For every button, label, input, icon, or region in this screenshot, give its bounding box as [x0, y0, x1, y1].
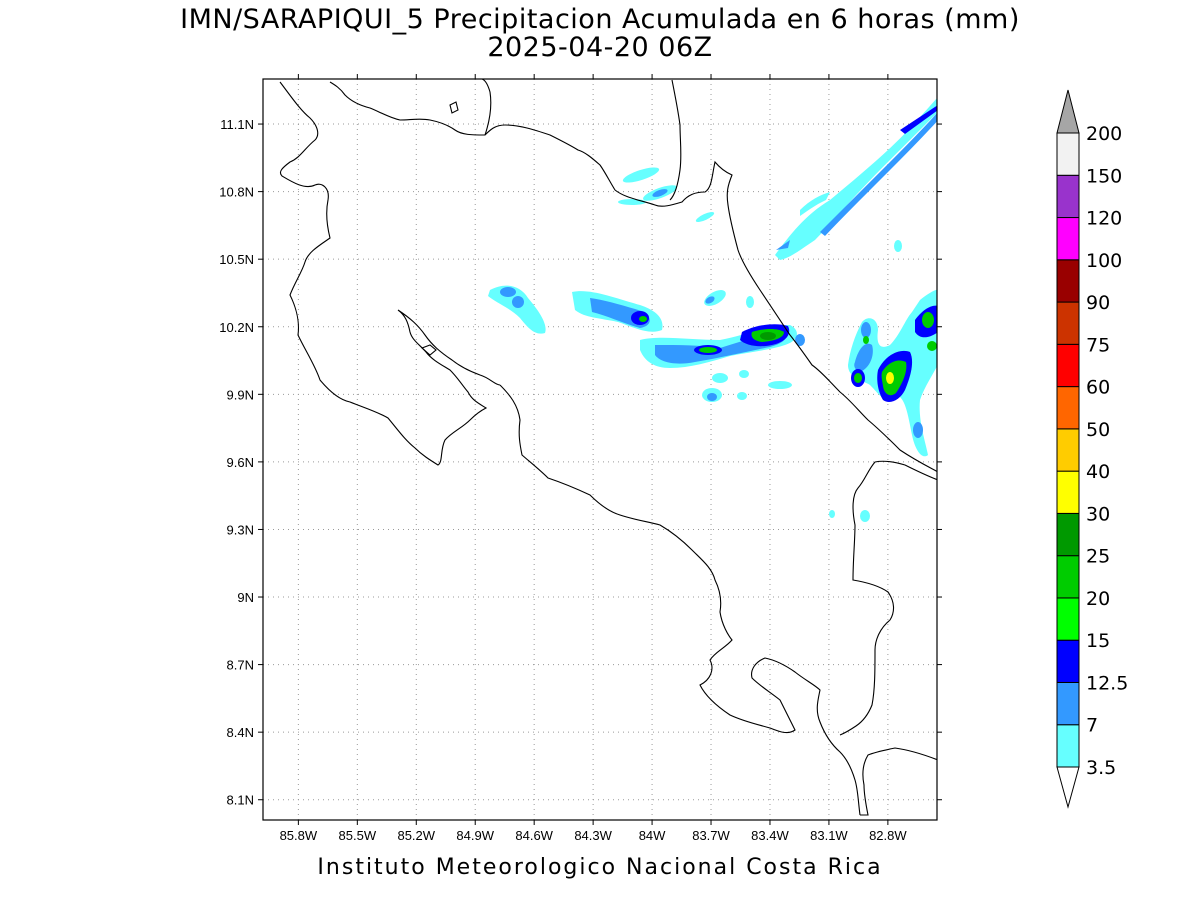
colorbar-label: 40 — [1086, 461, 1110, 483]
lat-tick-label: 9.3N — [227, 522, 254, 537]
rain-band-northeast — [775, 98, 937, 260]
colorbar-swatch — [1056, 681, 1080, 726]
colorbar-label: 50 — [1086, 419, 1110, 441]
lon-tick-label: 84.6W — [515, 828, 553, 843]
colorbar-label: 75 — [1086, 334, 1110, 356]
lat-tick-label: 8.7N — [227, 658, 254, 673]
lon-tick-label: 84W — [639, 828, 666, 843]
colorbar-label: 100 — [1086, 250, 1122, 272]
colorbar-swatch — [1056, 174, 1080, 219]
lon-tick-label: 83.7W — [692, 828, 730, 843]
colorbar-label: 60 — [1086, 377, 1110, 399]
colorbar-label: 25 — [1086, 546, 1110, 568]
colorbar-swatch — [1056, 555, 1080, 599]
colorbar-upper-arrow — [1056, 89, 1080, 134]
colorbar-swatch — [1056, 428, 1080, 472]
lat-tick-label: 10.8N — [219, 185, 254, 200]
colorbar-label: 12.5 — [1086, 672, 1128, 694]
footer-credit: Instituto Meteorologico Nacional Costa R… — [317, 855, 883, 880]
lon-tick-label: 85.5W — [339, 828, 377, 843]
colorbar-label: 90 — [1086, 292, 1110, 314]
colorbar-swatch — [1056, 386, 1080, 430]
rain-band-central — [488, 285, 805, 402]
colorbar-swatch — [1056, 259, 1080, 303]
colorbar: 3.5 7 12.5 15 20 25 30 40 50 60 75 90 100 120 150 200 — [1056, 89, 1128, 809]
rain-streaks-north — [618, 167, 902, 252]
colorbar-label: 30 — [1086, 503, 1110, 525]
lat-tick-label: 8.1N — [227, 793, 254, 808]
colorbar-swatch — [1056, 217, 1080, 261]
lat-tick-label: 11.1N — [220, 117, 254, 132]
rain-cells-east — [829, 289, 937, 522]
lat-tick-label: 10.2N — [219, 320, 254, 335]
coastlines — [279, 79, 937, 816]
colorbar-swatch — [1056, 301, 1080, 345]
colorbar-swatch — [1056, 639, 1080, 683]
colorbar-swatch — [1056, 343, 1080, 388]
colorbar-label: 15 — [1086, 630, 1110, 652]
precipitation-field — [488, 98, 937, 522]
map-title: IMN/SARAPIQUI_5 Precipitacion Acumulada … — [180, 4, 1020, 35]
lon-tick-label: 85.8W — [280, 828, 318, 843]
lat-tick-label: 10.5N — [219, 252, 254, 267]
lat-tick-label: 9.6N — [227, 455, 254, 470]
latitude-axis: 11.1N 10.8N 10.5N 10.2N 9.9N 9.6N 9.3N 9N 8.7N 8.… — [219, 117, 942, 808]
map-datetime: 2025-04-20 06Z — [487, 32, 713, 63]
lat-tick-label: 9.9N — [227, 387, 254, 402]
lon-tick-label: 82.8W — [869, 828, 907, 843]
colorbar-swatch — [1056, 724, 1080, 768]
lon-tick-label: 83.4W — [751, 828, 789, 843]
plot-frame — [262, 78, 938, 821]
colorbar-label: 120 — [1086, 208, 1122, 230]
colorbar-label: 3.5 — [1086, 757, 1116, 779]
colorbar-label: 7 — [1086, 715, 1098, 737]
lon-tick-label: 84.3W — [574, 828, 612, 843]
colorbar-swatch — [1056, 132, 1080, 176]
colorbar-label: 200 — [1086, 123, 1122, 145]
colorbar-swatch — [1056, 470, 1080, 514]
gridlines — [263, 79, 937, 820]
colorbar-swatch — [1056, 512, 1080, 557]
colorbar-lower-arrow — [1056, 766, 1080, 809]
colorbar-label: 150 — [1086, 165, 1122, 187]
colorbar-swatch — [1056, 597, 1080, 641]
lat-tick-label: 8.4N — [227, 725, 254, 740]
lon-tick-label: 83.1W — [810, 828, 848, 843]
lat-tick-label: 9N — [237, 590, 254, 605]
longitude-axis: 85.8W 85.5W 85.2W 84.9W 84.6W 84.3W 84W 83.7W 83… — [280, 74, 907, 843]
colorbar-label: 20 — [1086, 588, 1110, 610]
lon-tick-label: 84.9W — [456, 828, 494, 843]
lon-tick-label: 85.2W — [397, 828, 435, 843]
